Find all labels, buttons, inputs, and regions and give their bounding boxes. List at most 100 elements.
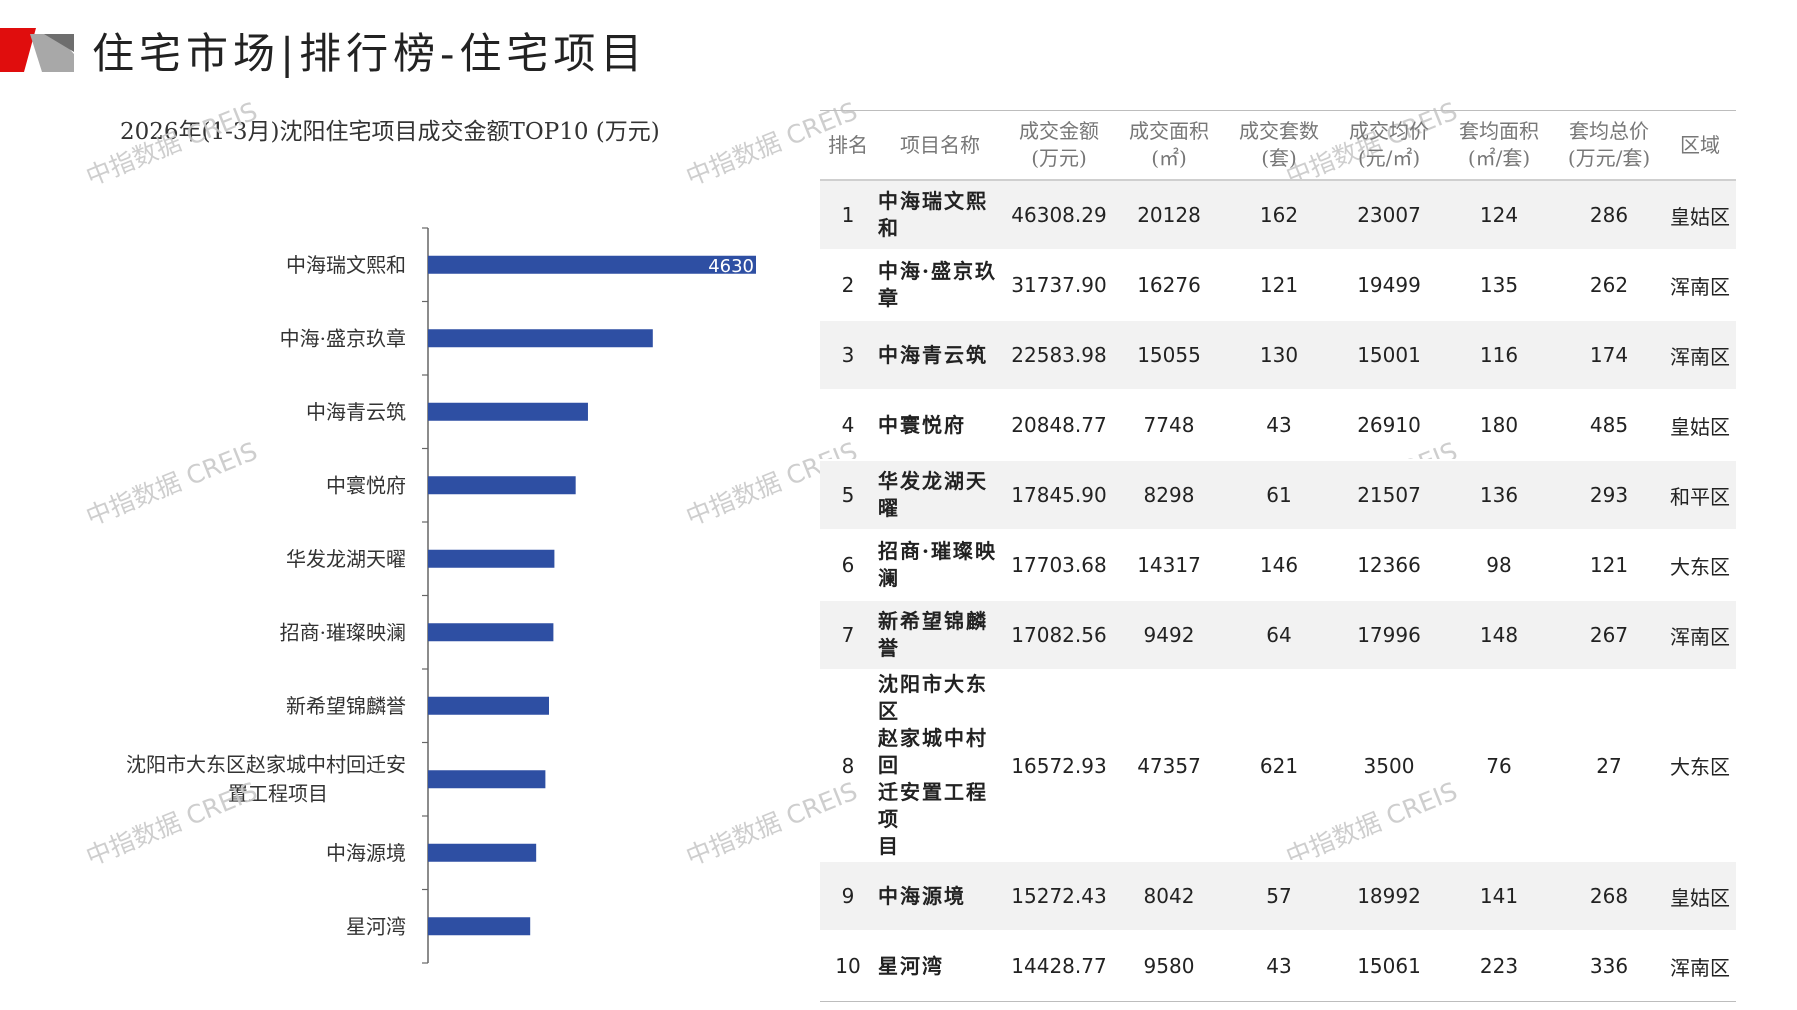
table-header-cell: 成交均价 (元/㎡) [1334,110,1444,181]
district-cell: 浑南区 [1664,250,1736,321]
value-cell: 180 [1444,390,1554,461]
rank-cell: 2 [820,250,876,321]
value-cell: 26910 [1334,390,1444,461]
value-cell: 17082.56 [1004,600,1114,671]
bar [428,917,531,936]
project-name-cell: 中海·盛京玖章 [876,250,1004,321]
table-row: 2 中海·盛京玖章 31737.90 16276 121 19499 135 262 浑南区 [820,250,1736,321]
value-cell: 23007 [1334,180,1444,251]
value-cell: 7748 [1114,390,1224,461]
value-cell: 8042 [1114,861,1224,932]
table-row: 9 中海源境 15272.43 8042 57 18992 141 268 皇姑区 [820,861,1736,932]
value-cell: 223 [1444,931,1554,1002]
table-header-cell: 套均总价 (万元/套) [1554,110,1664,181]
page-title: 住宅市场|排行榜-住宅项目 [92,29,648,78]
value-cell: 17845.90 [1004,460,1114,531]
value-cell: 174 [1554,320,1664,391]
project-name-cell: 中海源境 [876,861,1004,932]
rank-cell: 3 [820,320,876,391]
rank-cell: 9 [820,861,876,932]
value-cell: 148 [1444,600,1554,671]
district-cell: 皇姑区 [1664,390,1736,461]
bar [428,402,588,421]
value-cell: 293 [1554,460,1664,531]
project-name-cell: 华发龙湖天曜 [876,460,1004,531]
value-cell: 57 [1224,861,1334,932]
value-cell: 46308.29 [1004,180,1114,251]
table-row: 3 中海青云筑 22583.98 15055 130 15001 116 174 浑南区 [820,320,1736,391]
table-header-cell: 区域 [1664,110,1736,181]
bar [428,843,537,862]
value-cell: 130 [1224,320,1334,391]
project-name-cell: 星河湾 [876,931,1004,1002]
project-name-cell: 中寰悦府 [876,390,1004,461]
value-cell: 64 [1224,600,1334,671]
category-label: 招商·璀璨映澜 [280,620,406,644]
value-cell: 121 [1224,250,1334,321]
bar [428,549,555,568]
value-cell: 16276 [1114,250,1224,321]
value-cell: 621 [1224,670,1334,862]
value-cell: 268 [1554,861,1664,932]
value-cell: 146 [1224,530,1334,601]
category-label: 中海源境 [326,841,406,865]
bar [428,476,576,495]
category-label: 华发龙湖天曜 [286,547,406,571]
value-cell: 3500 [1334,670,1444,862]
rank-cell: 7 [820,600,876,671]
table-header-cell: 成交金额 (万元) [1004,110,1114,181]
data-label: 4630 [708,256,754,277]
ranking-table: 排名 项目名称 成交金额 (万元) 成交面积 (㎡) 成交套数 (套) 成交均价 (元/… [820,110,1736,1002]
bar [428,770,546,789]
rank-cell: 4 [820,390,876,461]
table-row: 6 招商·璀璨映澜 17703.68 14317 146 12366 98 121 大东区 [820,530,1736,601]
value-cell: 15055 [1114,320,1224,391]
value-cell: 8298 [1114,460,1224,531]
value-cell: 141 [1444,861,1554,932]
project-name-cell: 沈阳市大东区 赵家城中村回 迁安置工程项目 [876,670,1004,862]
value-cell: 31737.90 [1004,250,1114,321]
value-cell: 9580 [1114,931,1224,1002]
table-body: 1 中海瑞文熙和 46308.29 20128 162 23007 124 286 皇姑区 2 中海… [820,180,1736,1002]
value-cell: 76 [1444,670,1554,862]
table-row: 8 沈阳市大东区 赵家城中村回 迁安置工程项目 16572.93 47357 621 3500… [820,670,1736,862]
table-header-cell: 成交套数 (套) [1224,110,1334,181]
project-name-cell: 招商·璀璨映澜 [876,530,1004,601]
table-row: 7 新希望锦麟誉 17082.56 9492 64 17996 148 267 浑南区 [820,600,1736,671]
table-row: 10 星河湾 14428.77 9580 43 15061 223 336 浑南区 [820,931,1736,1002]
project-name-cell: 新希望锦麟誉 [876,600,1004,671]
value-cell: 15272.43 [1004,861,1114,932]
table-row: 5 华发龙湖天曜 17845.90 8298 61 21507 136 293 和平区 [820,460,1736,531]
value-cell: 16572.93 [1004,670,1114,862]
value-cell: 121 [1554,530,1664,601]
district-cell: 大东区 [1664,670,1736,862]
value-cell: 14428.77 [1004,931,1114,1002]
table-header-cell: 项目名称 [876,110,1004,181]
table-row: 1 中海瑞文熙和 46308.29 20128 162 23007 124 286 皇姑区 [820,180,1736,251]
value-cell: 116 [1444,320,1554,391]
value-cell: 47357 [1114,670,1224,862]
value-cell: 485 [1554,390,1664,461]
table-header-cell: 套均面积 (㎡/套) [1444,110,1554,181]
value-cell: 135 [1444,250,1554,321]
category-label: 中海·盛京玖章 [280,326,406,350]
bar-chart: 中海瑞文熙和 4630 中海·盛京玖章中海青云筑中寰悦府华发龙湖天曜招商·璀璨映澜新… [126,227,756,964]
value-cell: 27 [1554,670,1664,862]
value-cell: 18992 [1334,861,1444,932]
company-logo [0,28,74,72]
bar [428,255,756,274]
value-cell: 12366 [1334,530,1444,601]
value-cell: 286 [1554,180,1664,251]
district-cell: 浑南区 [1664,320,1736,391]
bar [428,329,653,348]
bar [428,696,549,715]
value-cell: 20848.77 [1004,390,1114,461]
district-cell: 皇姑区 [1664,180,1736,251]
rank-cell: 8 [820,670,876,862]
district-cell: 皇姑区 [1664,861,1736,932]
category-label: 中海青云筑 [306,400,406,424]
category-label: 中寰悦府 [326,473,406,497]
rank-cell: 5 [820,460,876,531]
value-cell: 14317 [1114,530,1224,601]
value-cell: 267 [1554,600,1664,671]
